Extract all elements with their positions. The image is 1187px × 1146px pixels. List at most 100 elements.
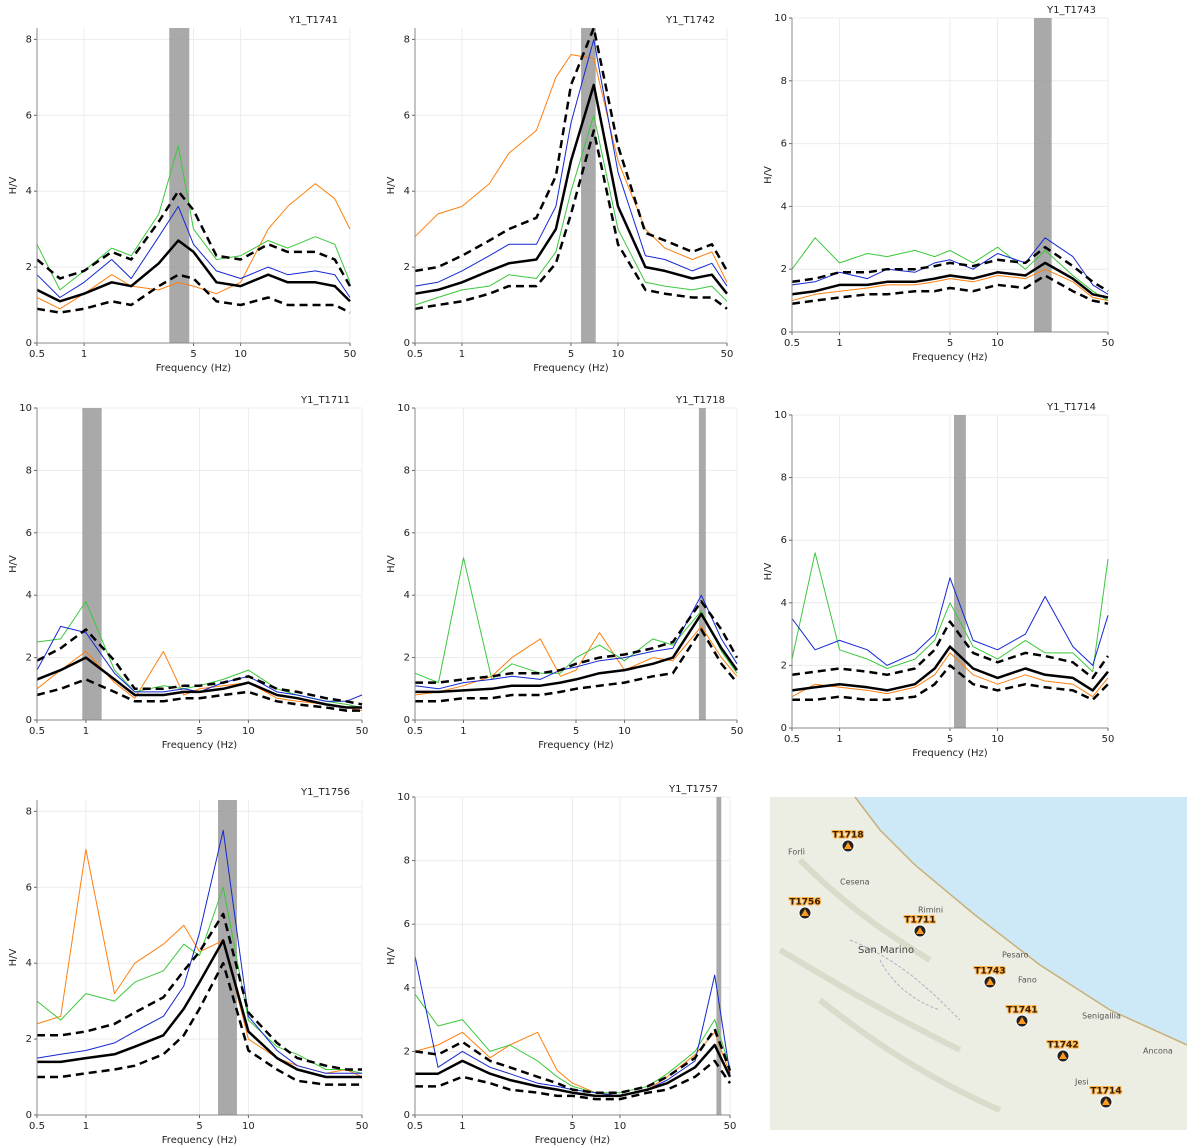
- x-tick-label: 5: [190, 349, 196, 360]
- x-tick-label: 10: [991, 734, 1004, 745]
- y-tick-label: 4: [404, 590, 410, 601]
- place-label: Cesena: [840, 878, 870, 887]
- peak-band: [954, 415, 966, 728]
- place-label: San Marino: [858, 945, 914, 956]
- y-tick-label: 0: [26, 338, 32, 349]
- y-tick-label: 2: [26, 1034, 32, 1045]
- y-axis-label: H/V: [8, 176, 19, 194]
- x-tick-label: 5: [196, 726, 202, 737]
- y-tick-label: 0: [404, 715, 410, 726]
- peak-band: [169, 28, 189, 343]
- y-tick-label: 2: [26, 262, 32, 273]
- x-tick-label: 5: [947, 338, 953, 349]
- chart-title: Y1_T1718: [675, 395, 725, 406]
- x-tick-label: 0.5: [407, 726, 423, 737]
- y-tick-label: 4: [404, 983, 410, 994]
- x-tick-label: 1: [836, 338, 842, 349]
- x-tick-label: 1: [81, 349, 87, 360]
- x-tick-label: 1: [83, 726, 89, 737]
- x-tick-label: 1: [460, 726, 466, 737]
- y-tick-label: 0: [404, 338, 410, 349]
- station-label: T1741: [1006, 1006, 1037, 1016]
- x-tick-label: 0.5: [29, 349, 45, 360]
- x-tick-label: 1: [459, 349, 465, 360]
- station-label: T1711: [904, 916, 935, 926]
- x-axis-label: Frequency (Hz): [156, 363, 232, 374]
- place-label: Forlì: [788, 848, 805, 857]
- y-tick-label: 10: [397, 403, 410, 414]
- y-tick-label: 10: [774, 13, 787, 24]
- chart-title: Y1_T1742: [665, 15, 715, 26]
- y-tick-label: 0: [781, 723, 787, 734]
- place-label: Rimini: [918, 906, 943, 915]
- y-tick-label: 6: [404, 528, 410, 539]
- y-tick-label: 8: [781, 473, 787, 484]
- y-tick-label: 4: [781, 598, 787, 609]
- y-tick-label: 6: [26, 528, 32, 539]
- x-tick-label: 0.5: [407, 349, 423, 360]
- x-tick-label: 50: [731, 726, 744, 737]
- y-axis-label: H/V: [763, 562, 774, 580]
- x-tick-label: 1: [836, 734, 842, 745]
- place-label: Fano: [1018, 976, 1037, 985]
- x-axis-label: Frequency (Hz): [162, 740, 238, 751]
- x-tick-label: 5: [573, 726, 579, 737]
- x-tick-label: 50: [1102, 338, 1115, 349]
- x-tick-label: 0.5: [407, 1121, 423, 1132]
- chart-title: Y1_T1714: [1046, 402, 1096, 413]
- y-tick-label: 10: [774, 410, 787, 421]
- x-tick-label: 50: [356, 726, 369, 737]
- y-tick-label: 8: [404, 465, 410, 476]
- y-tick-label: 6: [781, 535, 787, 546]
- y-tick-label: 4: [26, 590, 32, 601]
- x-tick-label: 5: [947, 734, 953, 745]
- x-tick-label: 1: [459, 1121, 465, 1132]
- chart: 02468100.5151050Y1_T1718Frequency (Hz)H/…: [386, 395, 743, 751]
- y-tick-label: 0: [781, 327, 787, 338]
- y-tick-label: 0: [404, 1110, 410, 1121]
- station-label: T1718: [832, 831, 863, 841]
- y-tick-label: 8: [26, 465, 32, 476]
- x-tick-label: 10: [242, 1121, 255, 1132]
- x-tick-label: 10: [234, 349, 247, 360]
- y-axis-label: H/V: [386, 176, 397, 194]
- y-tick-label: 6: [781, 139, 787, 150]
- station-label: T1756: [789, 898, 820, 908]
- y-tick-label: 2: [26, 653, 32, 664]
- y-tick-label: 6: [404, 110, 410, 121]
- x-axis-label: Frequency (Hz): [912, 748, 988, 759]
- chart: 02468100.5151050Y1_T1711Frequency (Hz)H/…: [8, 395, 368, 751]
- y-tick-label: 6: [26, 110, 32, 121]
- x-tick-label: 0.5: [29, 726, 45, 737]
- y-axis-label: H/V: [386, 947, 397, 965]
- y-tick-label: 4: [26, 958, 32, 969]
- place-label: Jesi: [1074, 1078, 1089, 1087]
- x-tick-label: 5: [569, 1121, 575, 1132]
- page: ForlìCesenaRiminiSan MarinoPesaroFanoSen…: [0, 0, 1187, 1146]
- x-axis-label: Frequency (Hz): [533, 363, 609, 374]
- x-tick-label: 10: [614, 1121, 627, 1132]
- y-tick-label: 2: [781, 264, 787, 275]
- x-tick-label: 50: [721, 349, 734, 360]
- place-label: Pesaro: [1002, 951, 1029, 960]
- y-tick-label: 10: [19, 403, 32, 414]
- chart-title: Y1_T1711: [300, 395, 350, 406]
- chart: 02468100.5151050Y1_T1757Frequency (Hz)H/…: [386, 784, 736, 1146]
- y-tick-label: 2: [404, 262, 410, 273]
- chart: 02468100.5151050Y1_T1714Frequency (Hz)H/…: [763, 402, 1114, 759]
- x-tick-label: 0.5: [784, 734, 800, 745]
- y-tick-label: 6: [404, 919, 410, 930]
- x-tick-label: 5: [196, 1121, 202, 1132]
- y-tick-label: 2: [404, 653, 410, 664]
- station-label: T1743: [974, 967, 1005, 977]
- map: ForlìCesenaRiminiSan MarinoPesaroFanoSen…: [770, 797, 1187, 1130]
- x-tick-label: 50: [344, 349, 357, 360]
- y-tick-label: 10: [397, 792, 410, 803]
- y-tick-label: 8: [781, 76, 787, 87]
- y-tick-label: 0: [26, 1110, 32, 1121]
- x-axis-label: Frequency (Hz): [535, 1135, 611, 1146]
